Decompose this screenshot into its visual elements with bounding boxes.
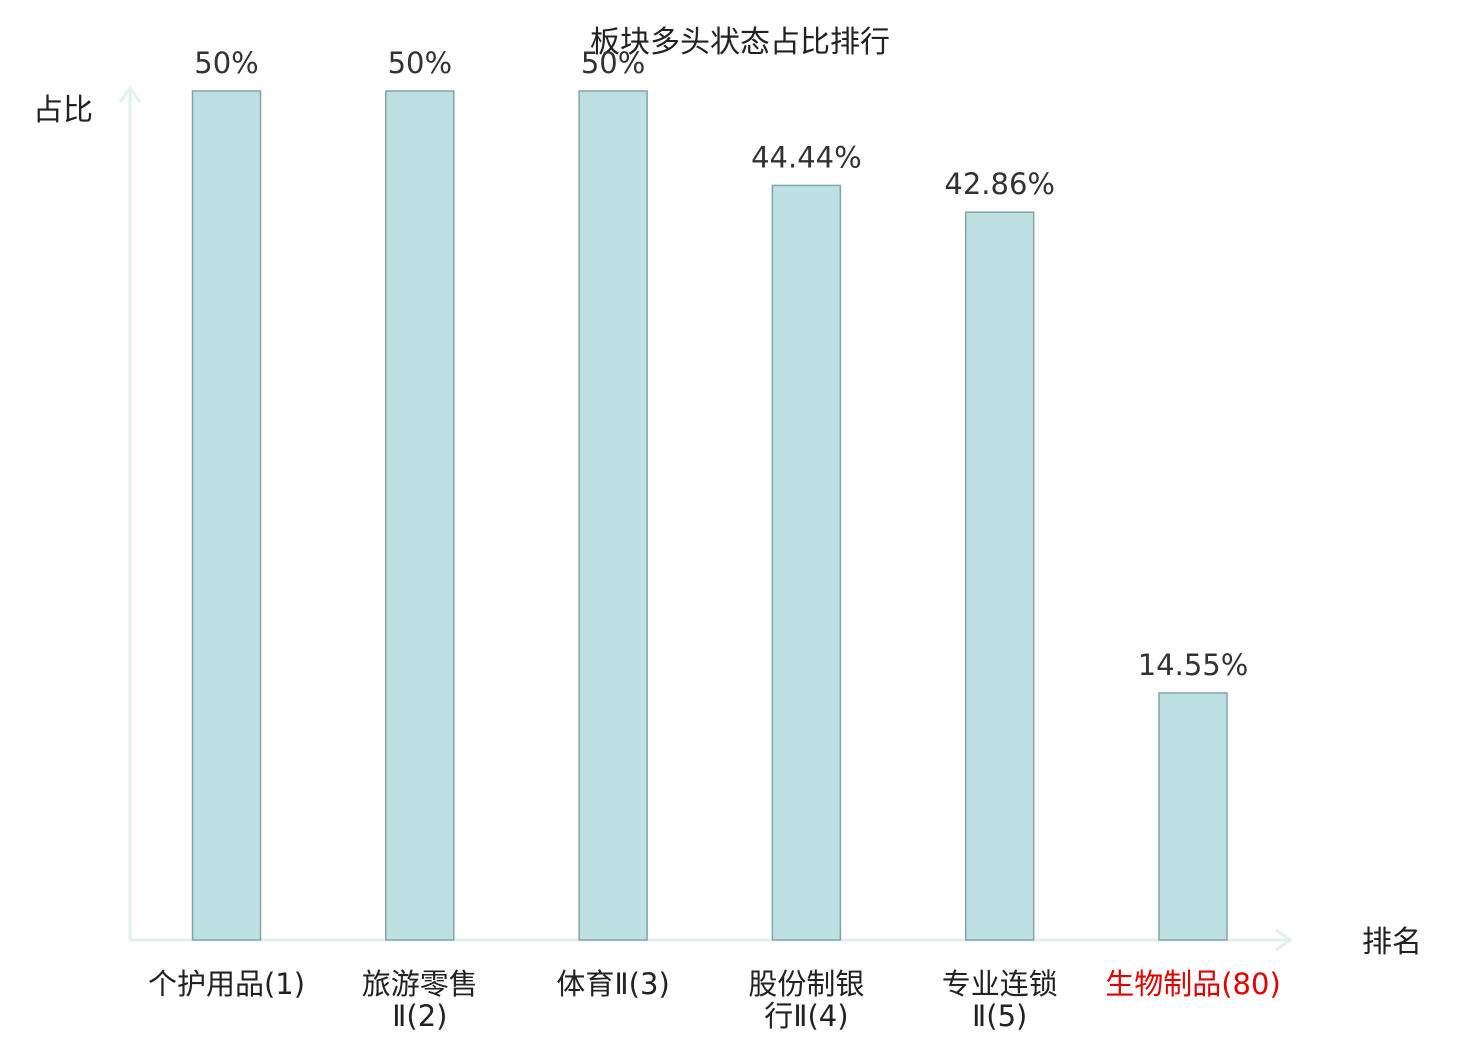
x-tick-label: 专业连锁 [942, 967, 1058, 1001]
bar-value-label: 44.44% [751, 140, 862, 174]
x-tick-label: 个护用品(1) [148, 967, 305, 1001]
bar [771, 184, 842, 941]
x-tick-label: Ⅱ(5) [972, 999, 1027, 1033]
bar-value-label: 50% [581, 46, 645, 80]
bar [964, 211, 1035, 941]
bar [1158, 692, 1228, 941]
x-axis-label: 排名 [1362, 925, 1422, 960]
bar-value-label: 50% [194, 46, 258, 80]
bar-value-label: 14.55% [1138, 648, 1249, 682]
x-axis-arrow [1275, 928, 1293, 952]
x-tick-label: 旅游零售 [362, 967, 478, 1001]
x-tick-label: 生物制品(80) [1105, 967, 1281, 1001]
bar [191, 90, 262, 941]
bar [578, 90, 648, 941]
bar-value-label: 50% [388, 46, 452, 80]
bar-value-label: 42.86% [944, 167, 1055, 201]
bar [385, 90, 455, 941]
axes [118, 85, 1293, 952]
y-axis-label: 占比 [33, 93, 93, 128]
bars [191, 90, 1228, 941]
chart-title: 板块多头状态占比排行 [590, 25, 890, 60]
x-tick-label: 行Ⅱ(4) [764, 999, 848, 1033]
value-labels: 50% 50% 50% 44.44% 42.86% 14.55% [194, 46, 1248, 682]
x-tick-label: 股份制银 [748, 967, 864, 1001]
x-tick-label: Ⅱ(2) [392, 999, 447, 1033]
y-axis-arrow [118, 85, 142, 103]
x-tick-label: 体育Ⅱ(3) [556, 967, 669, 1001]
